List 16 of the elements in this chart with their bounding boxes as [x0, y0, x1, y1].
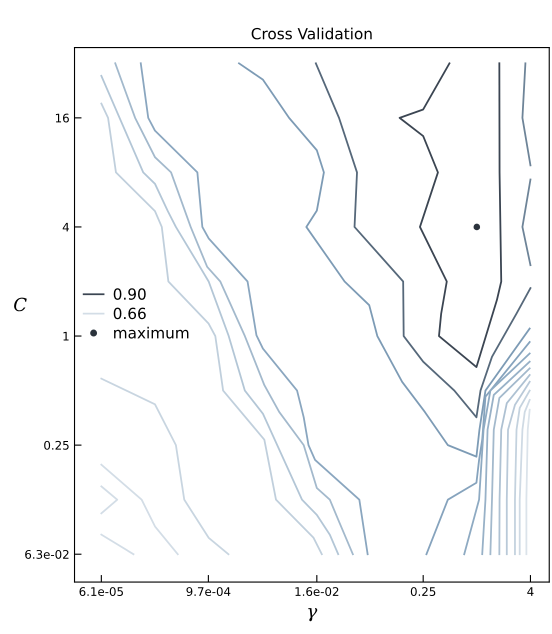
chart-title: Cross Validation — [252, 28, 372, 40]
x-tick-label: 0.25 — [410, 587, 436, 596]
y-tick-label: 16 — [56, 114, 69, 123]
x-tick-label: 9.7e-04 — [186, 587, 230, 596]
legend-label: 0.66 — [114, 308, 146, 320]
y-tick-label: 1 — [63, 332, 69, 341]
x-tick-label: 1.6e-02 — [295, 587, 338, 596]
y-tick-label: 4 — [62, 222, 69, 232]
y-axis-title: C — [14, 298, 27, 312]
y-tick-label: 0.25 — [44, 440, 69, 450]
legend-label: 0.90 — [114, 288, 146, 300]
x-tick-label: 4 — [527, 587, 534, 596]
y-tick-label: 6.3e-02 — [25, 550, 68, 559]
x-tick-label: 6.1e-05 — [80, 587, 123, 596]
x-axis-title: γ — [308, 608, 318, 622]
legend-label: maximum — [114, 326, 188, 339]
